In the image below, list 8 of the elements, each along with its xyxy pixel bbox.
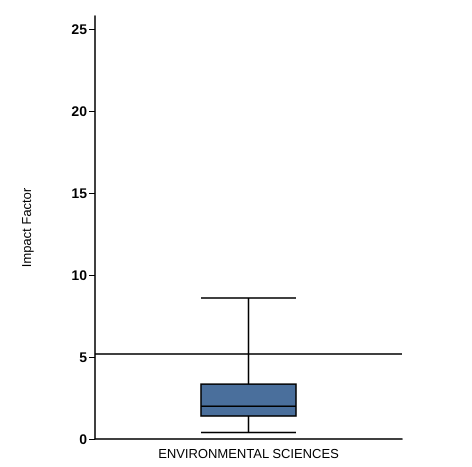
y-tick-label: 25	[71, 21, 88, 38]
x-tick-label: ENVIRONMENTAL SCIENCES	[158, 446, 340, 461]
y-tick-label: 5	[79, 349, 88, 366]
y-tick-label: 10	[71, 267, 88, 284]
y-axis-title: Impact Factor	[19, 187, 34, 268]
y-tick-label: 15	[71, 185, 88, 202]
y-tick-label: 20	[71, 103, 88, 120]
y-tick-label: 0	[79, 431, 88, 447]
